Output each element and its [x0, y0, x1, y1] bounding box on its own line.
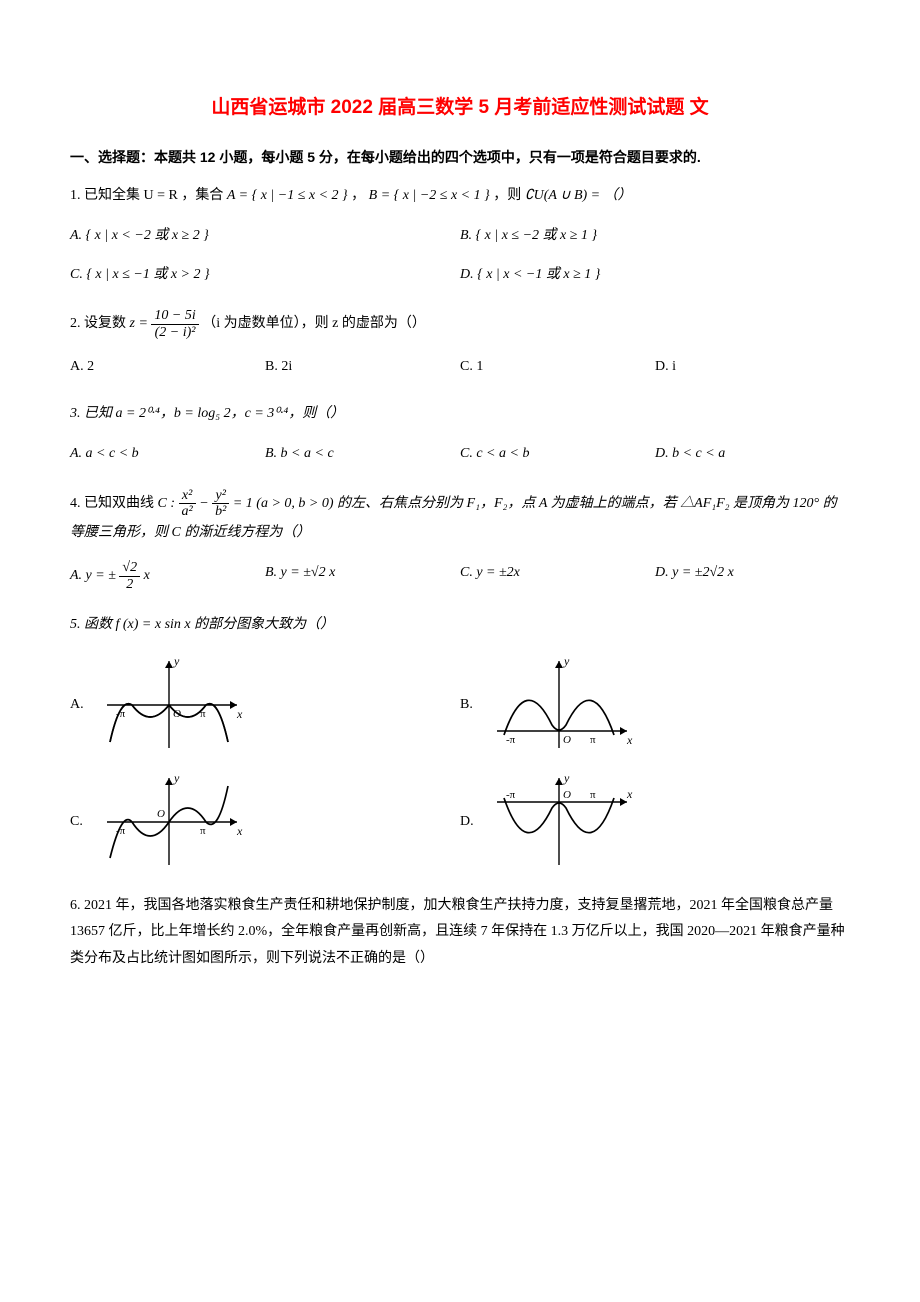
svg-text:y: y [173, 771, 180, 785]
q3-opt-b: B. b < a < c [265, 435, 460, 474]
q4-opt-d: D. y = ±2√2 x [655, 554, 850, 598]
q3-opt-a: A. a < c < b [70, 435, 265, 474]
svg-text:O: O [157, 808, 165, 820]
q2-opt-c: C. 1 [460, 348, 655, 387]
q5-label-c: C. [70, 809, 92, 836]
q2-post: （i 为虚数单位），则 z 的虚部为（） [202, 317, 426, 332]
question-2: 2. 设复数 z = 10 − 5i (2 − i)² （i 为虚数单位），则 … [70, 308, 850, 340]
q3-stem: 3. 已知 a = 2⁰·⁴，b = log₅ 2，c = 3⁰·⁴，则（） [70, 406, 344, 421]
q5-graph-a: A. y x O -π π [70, 647, 460, 764]
q1-opt-c: C. { x | x ≤ −1 或 x > 2 } [70, 256, 460, 295]
q2-opt-a: A. 2 [70, 348, 265, 387]
q3-options: A. a < c < b B. b < a < c C. c < a < b D… [70, 435, 850, 474]
q5-stem: 5. 函数 f (x) = x sin x 的部分图象大致为（） [70, 617, 334, 632]
page-title: 山西省运城市 2022 届高三数学 5 月考前适应性测试试题 文 [70, 90, 850, 126]
svg-text:x: x [236, 824, 243, 838]
q3-opt-c: C. c < a < b [460, 435, 655, 474]
q1-opt-a: A. { x | x < −2 或 x ≥ 2 } [70, 217, 460, 256]
q4-opt-b: B. y = ±√2 x [265, 554, 460, 598]
question-6: 6. 2021 年，我国各地落实粮食生产责任和耕地保护制度，加大粮食生产扶持力度… [70, 893, 850, 973]
svg-text:π: π [590, 734, 596, 746]
q2-z: z = [130, 317, 148, 332]
question-1: 1. 已知全集 U = R ，集合 A = { x | −1 ≤ x < 2 }… [70, 183, 850, 210]
q2-opt-d: D. i [655, 348, 850, 387]
svg-text:-π: -π [506, 789, 516, 801]
q1-end: ，则 [493, 188, 525, 203]
svg-text:y: y [563, 771, 570, 785]
q5-label-a: A. [70, 692, 92, 719]
q1-options: A. { x | x < −2 或 x ≥ 2 } B. { x | x ≤ −… [70, 217, 850, 294]
graph-d-svg: y x O -π π [482, 770, 637, 875]
q4-opt-a: A. y = ± √22 x [70, 554, 265, 598]
q1-mid1: ，集合 [181, 188, 227, 203]
q6-stem: 6. 2021 年，我国各地落实粮食生产责任和耕地保护制度，加大粮食生产扶持力度… [70, 898, 845, 966]
graph-a-svg: y x O -π π [92, 653, 247, 758]
q1-B: B = { x | −2 ≤ x < 1 } [369, 188, 490, 203]
q1-opt-b: B. { x | x ≤ −2 或 x ≥ 1 } [460, 217, 850, 256]
q2-pre: 2. 设复数 [70, 317, 130, 332]
q2-opt-b: B. 2i [265, 348, 460, 387]
svg-text:x: x [626, 787, 633, 801]
svg-text:O: O [563, 789, 571, 801]
q1-stem-pre: 1. 已知全集 [70, 188, 144, 203]
q2-options: A. 2 B. 2i C. 1 D. i [70, 348, 850, 387]
svg-text:-π: -π [506, 734, 516, 746]
q4-options: A. y = ± √22 x B. y = ±√2 x C. y = ±2x D… [70, 554, 850, 598]
q5-label-d: D. [460, 809, 482, 836]
q4-opt-c: C. y = ±2x [460, 554, 655, 598]
q4-C: C : [158, 496, 176, 511]
q5-graphs: A. y x O -π π B. y x O -π π [70, 647, 850, 881]
question-3: 3. 已知 a = 2⁰·⁴，b = log₅ 2，c = 3⁰·⁴，则（） [70, 401, 850, 428]
question-5: 5. 函数 f (x) = x sin x 的部分图象大致为（） [70, 612, 850, 639]
svg-text:x: x [626, 733, 633, 747]
svg-text:O: O [563, 734, 571, 746]
graph-c-svg: y x O -π π [92, 770, 247, 875]
q1-U: U = R [144, 188, 178, 203]
q1-opt-d: D. { x | x < −1 或 x ≥ 1 } [460, 256, 850, 295]
q5-label-b: B. [460, 692, 482, 719]
svg-text:π: π [200, 825, 206, 837]
q5-graph-d: D. y x O -π π [460, 764, 850, 881]
q5-graph-b: B. y x O -π π [460, 647, 850, 764]
svg-text:x: x [236, 707, 243, 721]
svg-text:π: π [590, 789, 596, 801]
section-head: 一、选择题：本题共 12 小题，每小题 5 分，在每小题给出的四个选项中，只有一… [70, 144, 850, 171]
graph-b-svg: y x O -π π [482, 653, 637, 758]
q1-ask: ∁U(A ∪ B) = （） [525, 188, 632, 203]
svg-text:y: y [563, 654, 570, 668]
q3-opt-d: D. b < c < a [655, 435, 850, 474]
q1-A: A = { x | −1 ≤ x < 2 } [227, 188, 348, 203]
q5-graph-c: C. y x O -π π [70, 764, 460, 881]
q4-pre: 4. 已知双曲线 [70, 496, 158, 511]
q2-frac: 10 − 5i (2 − i)² [151, 308, 198, 340]
q4-frac2: y²b² [212, 488, 229, 520]
svg-text:y: y [173, 654, 180, 668]
question-4: 4. 已知双曲线 C : x²a² − y²b² = 1 (a > 0, b >… [70, 488, 850, 546]
q4-frac1: x²a² [179, 488, 196, 520]
